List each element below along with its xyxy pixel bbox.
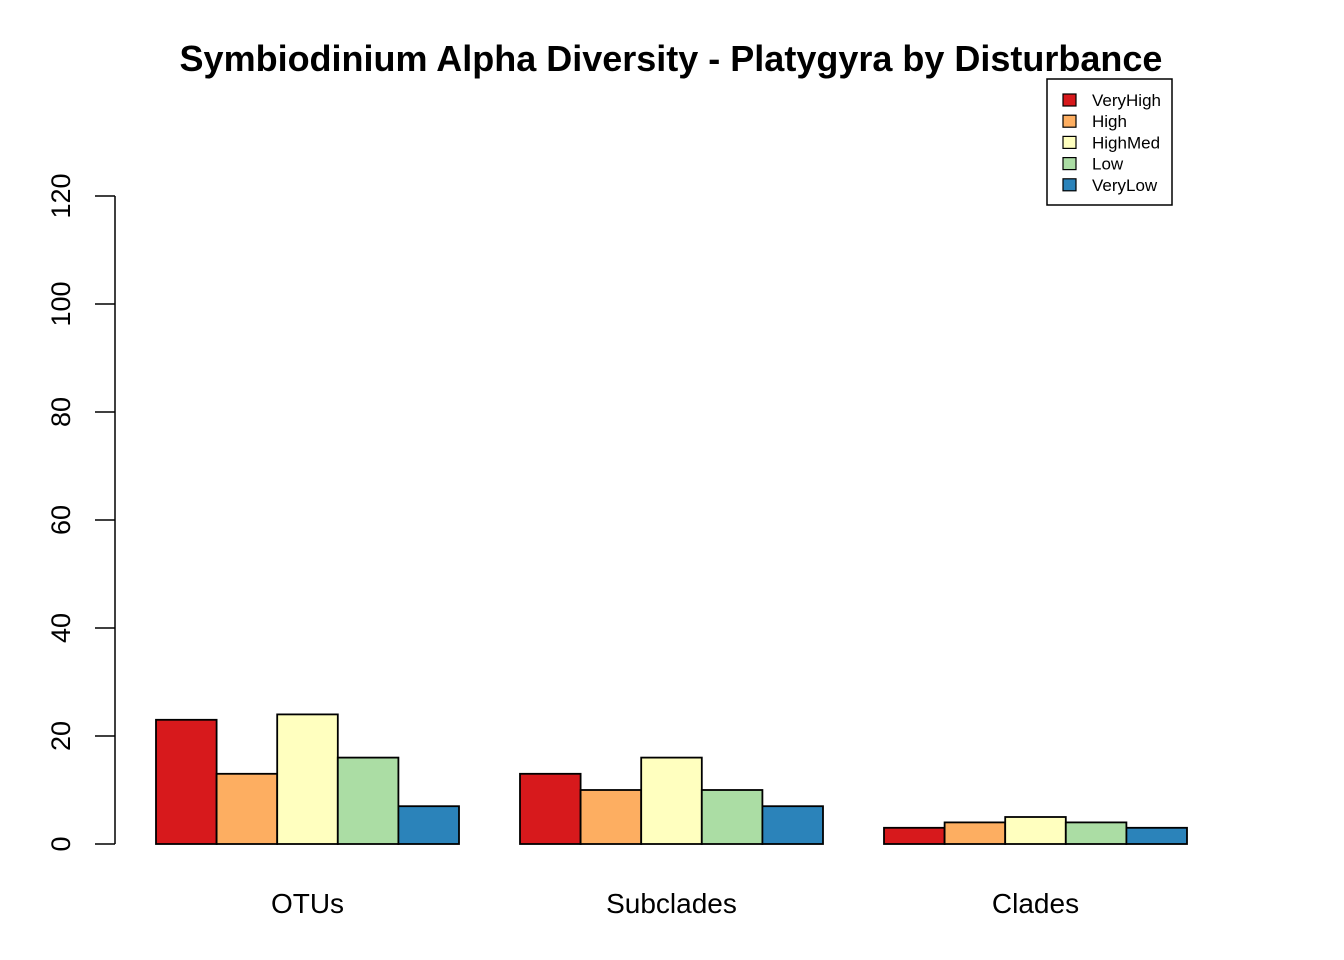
legend-swatch [1062, 178, 1077, 192]
y-axis: 0 20 40 60 80 100 120 [46, 173, 116, 852]
bar-HighMed-Clades [1004, 816, 1067, 845]
bar-VeryHigh-OTUs [155, 718, 218, 845]
bar-Low-Subclades [700, 789, 764, 845]
bar-High-Clades [943, 821, 1007, 845]
bar-Low-OTUs [336, 756, 400, 845]
legend-swatch [1062, 114, 1077, 128]
bar-VeryHigh-Clades [883, 826, 946, 845]
bar-HighMed-Subclades [640, 756, 703, 845]
x-category-label: Subclades [606, 888, 737, 919]
y-tick-label: 100 [46, 281, 76, 326]
legend: VeryHigh High HighMed Low VeryLow [1046, 78, 1173, 206]
legend-label: HighMed [1092, 133, 1160, 152]
legend-swatch [1062, 93, 1077, 107]
y-tick-label: 60 [46, 505, 76, 535]
x-category-label: Clades [992, 888, 1079, 919]
legend-swatch [1062, 157, 1077, 171]
x-category-label: OTUs [271, 888, 344, 919]
legend-label: High [1092, 112, 1127, 131]
bars-group [155, 713, 1188, 845]
bar-High-OTUs [215, 772, 279, 845]
y-tick-label: 80 [46, 397, 76, 427]
y-tick-label: 120 [46, 173, 76, 218]
y-tick-label: 20 [46, 721, 76, 751]
bar-VeryHigh-Subclades [519, 772, 582, 845]
legend-label: VeryLow [1092, 176, 1158, 195]
legend-label: Low [1092, 155, 1124, 174]
legend-label: VeryHigh [1092, 91, 1161, 110]
chart-title: Symbiodinium Alpha Diversity - Platygyra… [180, 38, 1163, 79]
bar-High-Subclades [579, 789, 643, 845]
y-tick-label: 40 [46, 613, 76, 643]
bar-VeryLow-OTUs [397, 805, 460, 845]
legend-swatch [1062, 135, 1077, 149]
bar-Low-Clades [1064, 821, 1128, 845]
bar-HighMed-OTUs [276, 713, 339, 845]
bar-VeryLow-Subclades [761, 805, 824, 845]
x-axis-labels: OTUs Subclades Clades [271, 888, 1079, 919]
y-tick-label: 0 [46, 836, 76, 851]
bar-VeryLow-Clades [1125, 826, 1188, 845]
